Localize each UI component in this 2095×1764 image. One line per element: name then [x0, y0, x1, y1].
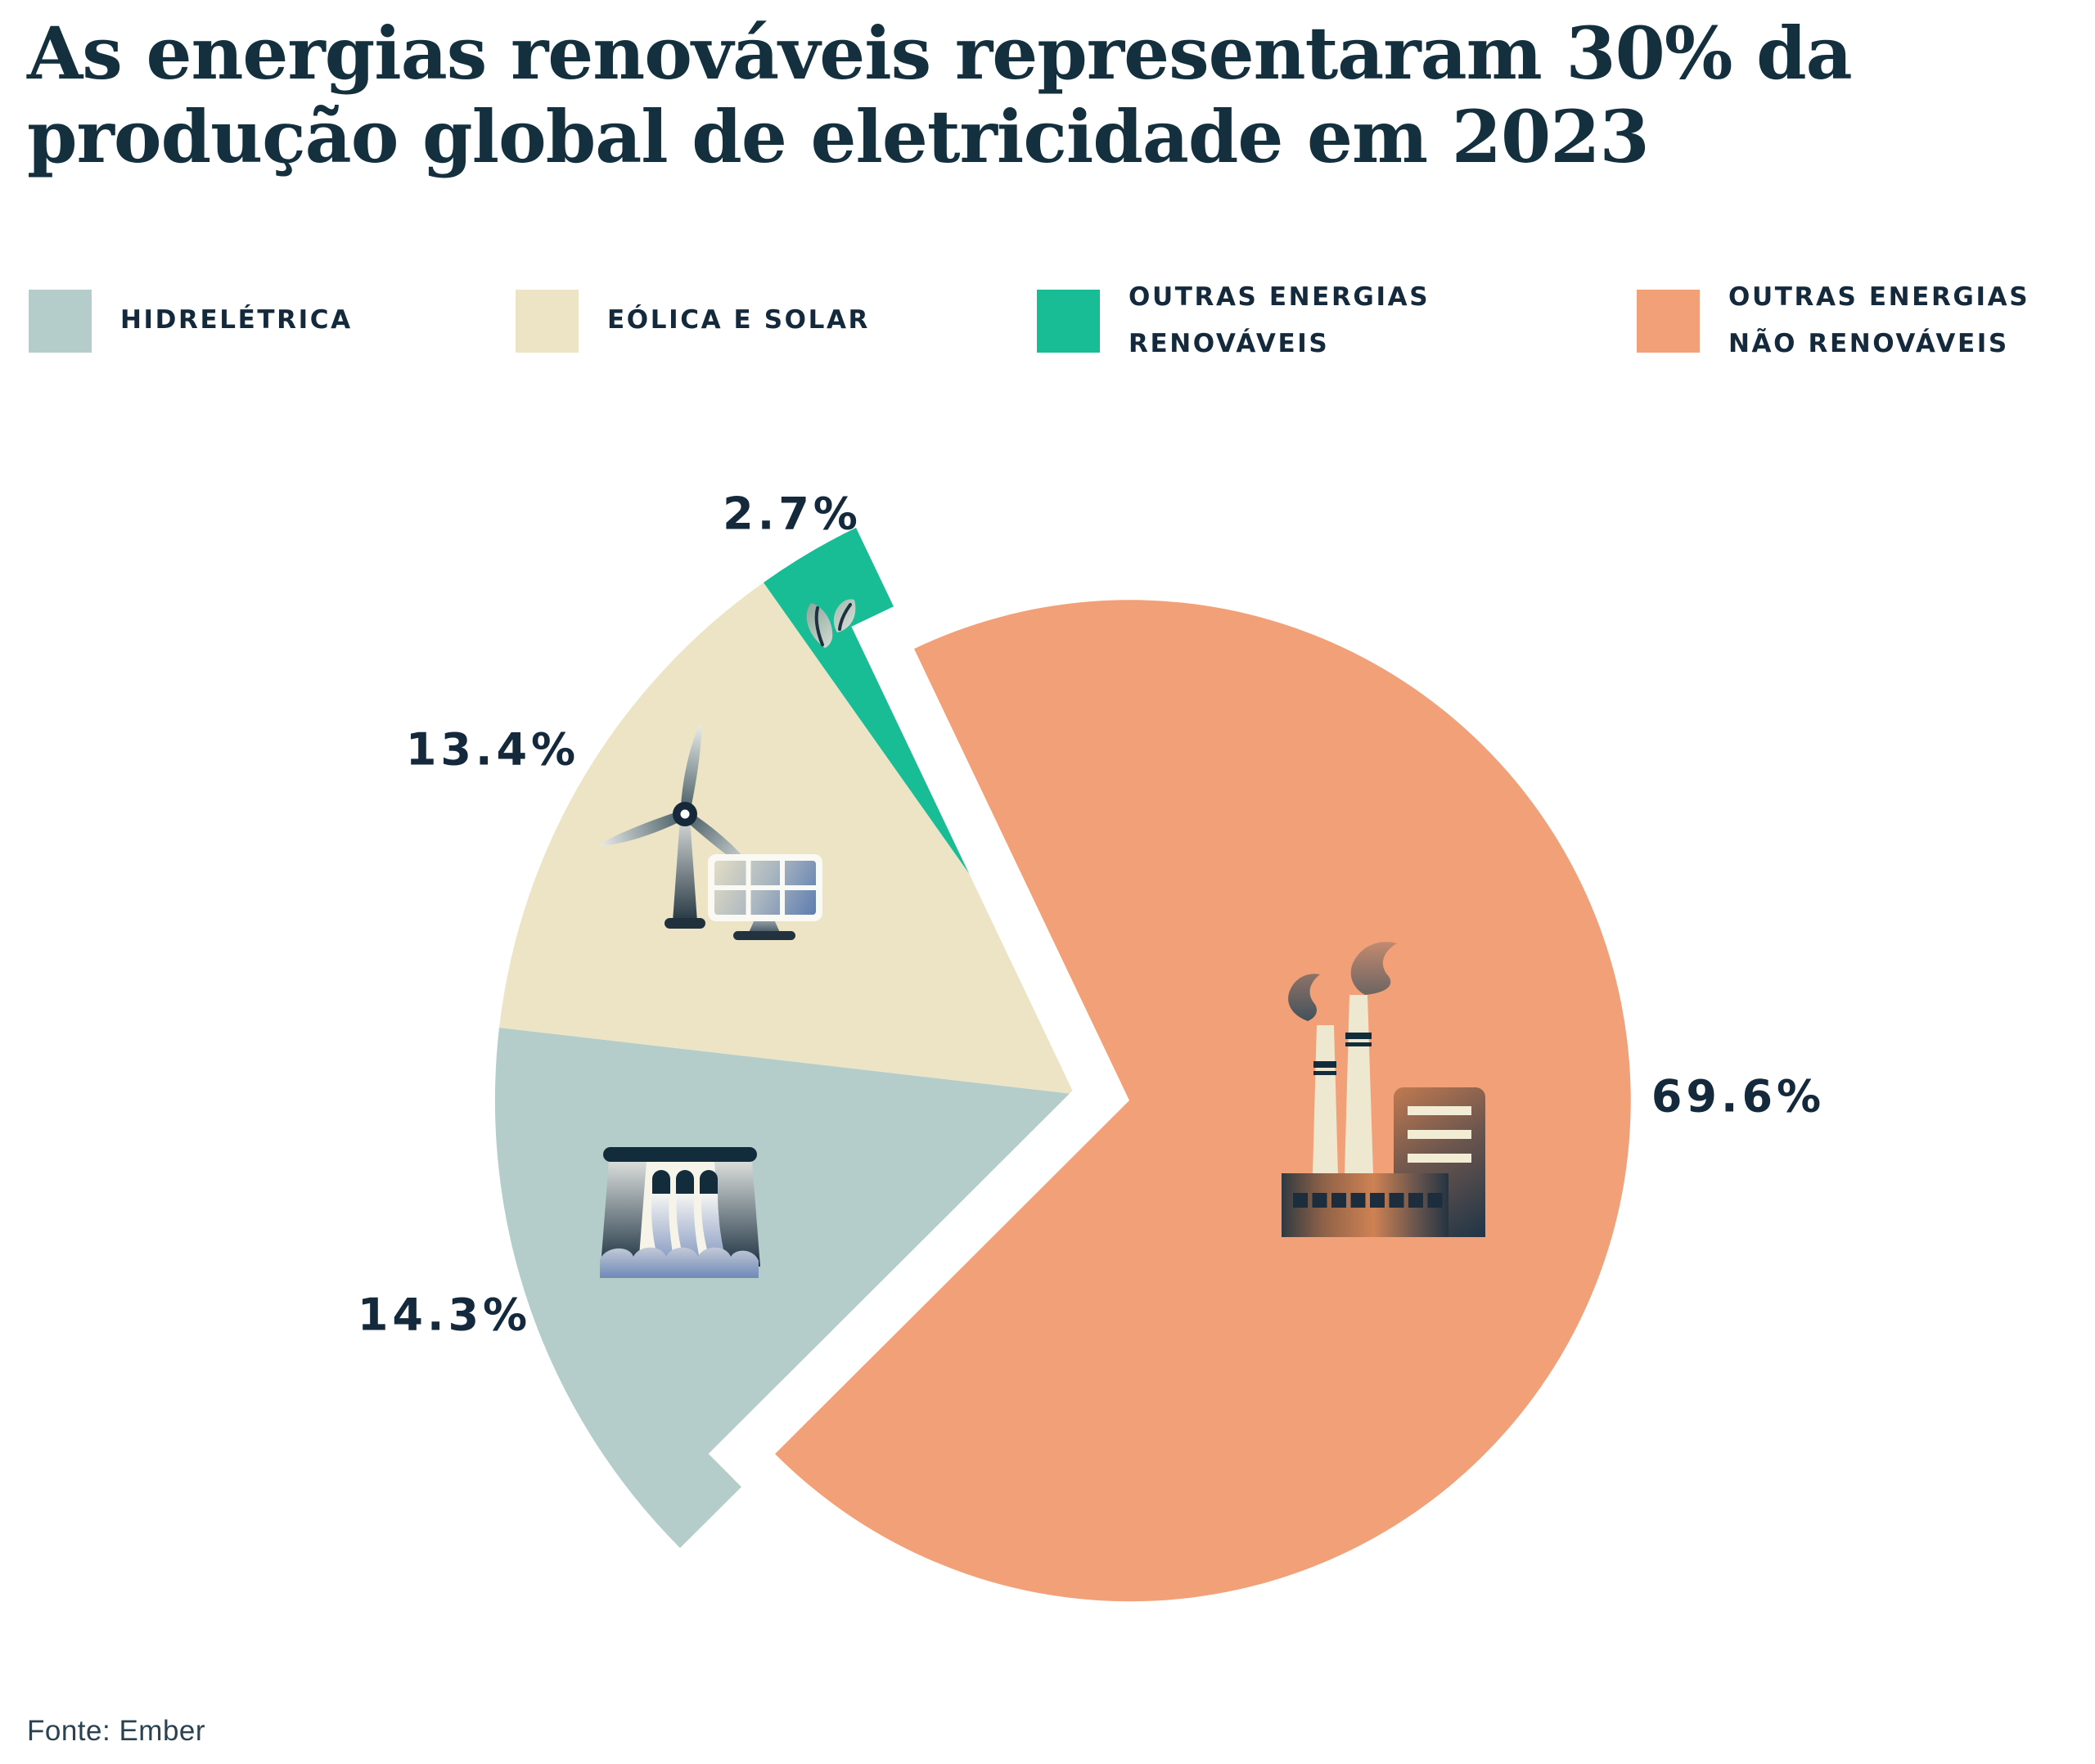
title-line-2: produção global de eletricidade em 2023	[27, 94, 1650, 180]
legend-label-line1: OUTRAS ENERGIAS	[1129, 281, 1430, 312]
slice-value-eolica-solar: 13.4%	[405, 723, 580, 776]
legend-label: EÓLICA E SOLAR	[607, 305, 871, 335]
leaf-icon	[806, 599, 856, 648]
legend-item-hidreletrica: HIDRELÉTRICA	[29, 273, 353, 368]
legend-label-line1: OUTRAS ENERGIAS	[1728, 281, 2030, 312]
legend-label-line2: NÃO RENOVÁVEIS	[1728, 329, 2009, 358]
legend-item-eolica-solar: EÓLICA E SOLAR	[516, 273, 870, 368]
solar-panel-icon	[708, 854, 822, 940]
legend-label-line2: RENOVÁVEIS	[1129, 329, 1330, 358]
factory-icon	[1282, 942, 1485, 1237]
legend-label: HIDRELÉTRICA	[120, 305, 353, 335]
pie-slice-nao-renovaveis	[775, 600, 1631, 1602]
legend-item-nao-renovaveis: OUTRAS ENERGIAS NÃO RENOVÁVEIS	[1637, 273, 2030, 368]
title-line-1: As energias renováveis representaram 30%…	[27, 11, 1853, 96]
page-title: As energias renováveis representaram 30%…	[27, 11, 2007, 178]
pie-slice-eolica-solar	[499, 583, 1129, 1100]
slice-value-nao-renovaveis: 69.6%	[1651, 1070, 1826, 1123]
slice-value-outras-renovaveis: 2.7%	[723, 488, 862, 540]
hydro-dam-icon	[600, 1147, 760, 1278]
slice-value-hidreletrica: 14.3%	[357, 1289, 532, 1341]
legend-swatch-outras-renovaveis	[1037, 289, 1100, 353]
legend-swatch-eolica-solar	[516, 289, 579, 353]
legend-swatch-nao-renovaveis	[1637, 289, 1700, 353]
legend: HIDRELÉTRICA EÓLICA E SOLAR OUTRAS ENERG…	[0, 273, 2095, 380]
source-note: Fonte: Ember	[27, 1715, 206, 1747]
legend-item-outras-renovaveis: OUTRAS ENERGIAS RENOVÁVEIS	[1037, 273, 1430, 368]
legend-swatch-hidreletrica	[29, 289, 92, 353]
